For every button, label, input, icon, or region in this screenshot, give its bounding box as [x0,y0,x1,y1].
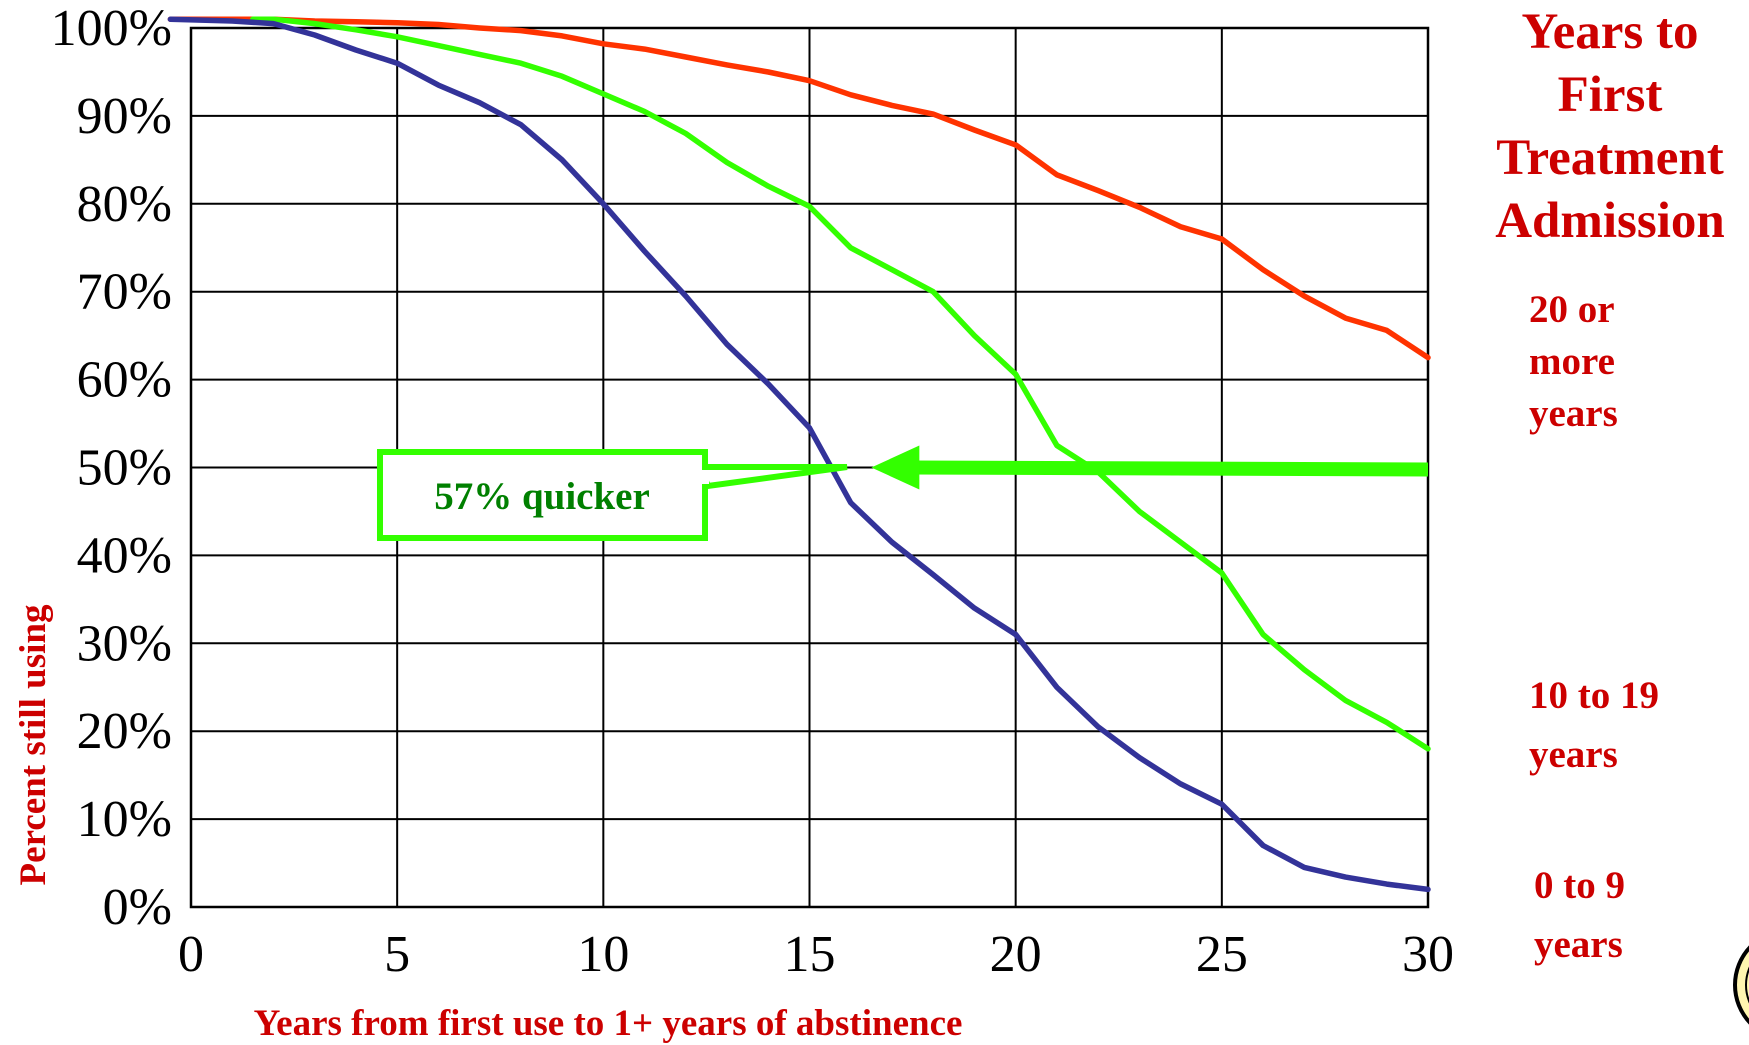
series-line-20-plus [167,16,1431,361]
logo-seal [1733,945,1749,1025]
series-label-0-9: years [1534,923,1623,966]
y-tick-label: 0% [103,879,172,936]
x-tick-label: 15 [784,926,836,983]
x-axis-label: Years from first use to 1+ years of abst… [254,1003,963,1044]
y-tick-label: 20% [77,703,172,760]
callout-tail [695,464,848,490]
legend-title: Years to First Treatment Admission [1495,4,1725,249]
x-tick-label: 20 [990,926,1042,983]
y-tick-label: 100% [51,0,172,57]
y-tick-label: 40% [77,527,172,584]
y-tick-label: 80% [77,176,172,233]
legend-title-line: Admission [1495,193,1725,249]
quicker-annotation: 57% quicker [377,445,1429,541]
y-tick-label: 10% [77,791,172,848]
series-line-10-19 [250,16,1431,752]
series-lines [167,16,1431,893]
legend-title-line: Treatment [1496,130,1724,186]
tick-labels: 0% 10% 20% 30% 40% 50% 60% 70% 80% 90% 100% 0 5 10 15 2… [51,0,1454,983]
x-tick-label: 5 [384,926,410,983]
y-axis-label: Percent still using [13,604,54,885]
series-labels: 20 or more years 10 to 19 years 0 to 9 y… [1529,288,1659,966]
arrow-shaft [911,460,1429,477]
y-tick-label: 60% [77,352,172,409]
legend-title-line: First [1558,67,1663,123]
series-line-0-9 [167,16,1431,893]
series-label-20-plus: 20 or [1529,288,1615,331]
x-tick-label: 30 [1402,926,1454,983]
y-tick-label: 90% [77,88,172,145]
callout-text: 57% quicker [434,475,650,518]
y-tick-label: 70% [77,264,172,321]
legend-title-line: Years to [1521,4,1698,60]
x-tick-label: 25 [1196,926,1248,983]
series-label-10-19: years [1529,733,1618,776]
series-label-20-plus: more [1529,340,1615,383]
x-tick-label: 10 [577,926,629,983]
series-label-0-9: 0 to 9 [1534,864,1625,907]
callout-tail-mask [700,470,709,484]
series-label-20-plus: years [1529,392,1618,435]
x-tick-label: 0 [178,926,204,983]
y-tick-label: 30% [77,615,172,672]
callout-box [377,449,708,541]
series-label-10-19: 10 to 19 [1529,674,1659,717]
y-tick-label: 50% [77,440,172,497]
arrow-head [871,445,920,490]
